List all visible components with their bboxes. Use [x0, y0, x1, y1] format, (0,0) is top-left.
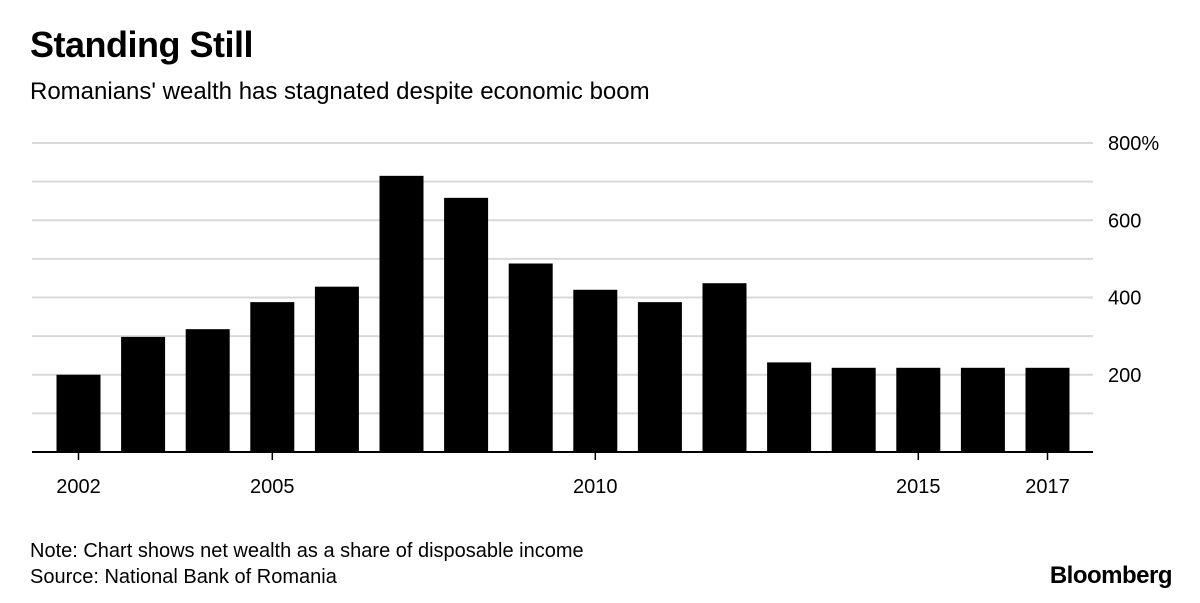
x-axis-labels: 2002 2005 2010 2015 2017: [56, 452, 1070, 498]
bar-2008: [444, 197, 489, 452]
y-tick-label-600: 600: [1108, 210, 1141, 232]
x-tick-label-2002: 2002: [56, 476, 101, 498]
bar-2003: [121, 336, 166, 452]
bar-2005: [250, 302, 295, 452]
bar-2009: [508, 263, 553, 452]
bloomberg-logo: Bloomberg: [1049, 562, 1173, 589]
chart-subtitle: Romanians' wealth has stagnated despite …: [30, 78, 650, 105]
bar-2016: [960, 367, 1005, 452]
bar-2012: [702, 283, 747, 452]
x-tick-label-2010: 2010: [573, 476, 618, 498]
bar-2013: [767, 362, 812, 452]
x-tick-label-2015: 2015: [896, 476, 941, 498]
source-text: Source: National Bank of Romania: [30, 566, 337, 588]
bar-2017: [1025, 367, 1070, 452]
x-tick-label-2017: 2017: [1025, 476, 1070, 498]
y-axis-labels: 200 400 600 800%: [1108, 133, 1159, 387]
bar-2004: [185, 329, 230, 452]
bars: [56, 175, 1070, 453]
y-tick-label-800: 800%: [1108, 133, 1159, 155]
y-tick-label-200: 200: [1108, 365, 1141, 387]
x-tick-label-2005: 2005: [250, 476, 295, 498]
note-text: Note: Chart shows net wealth as a share …: [30, 540, 584, 562]
bar-2011: [637, 302, 682, 452]
y-tick-label-400: 400: [1108, 288, 1141, 310]
chart-footnote: Note: Chart shows net wealth as a share …: [30, 538, 584, 590]
bar-2007: [379, 175, 424, 453]
bar-2014: [831, 367, 876, 452]
bar-2006: [314, 286, 359, 452]
gridlines: [32, 142, 1093, 415]
bar-2010: [573, 289, 618, 452]
chart-title: Standing Still: [30, 24, 254, 65]
bar-2015: [896, 367, 941, 452]
bar-2002: [56, 374, 101, 452]
